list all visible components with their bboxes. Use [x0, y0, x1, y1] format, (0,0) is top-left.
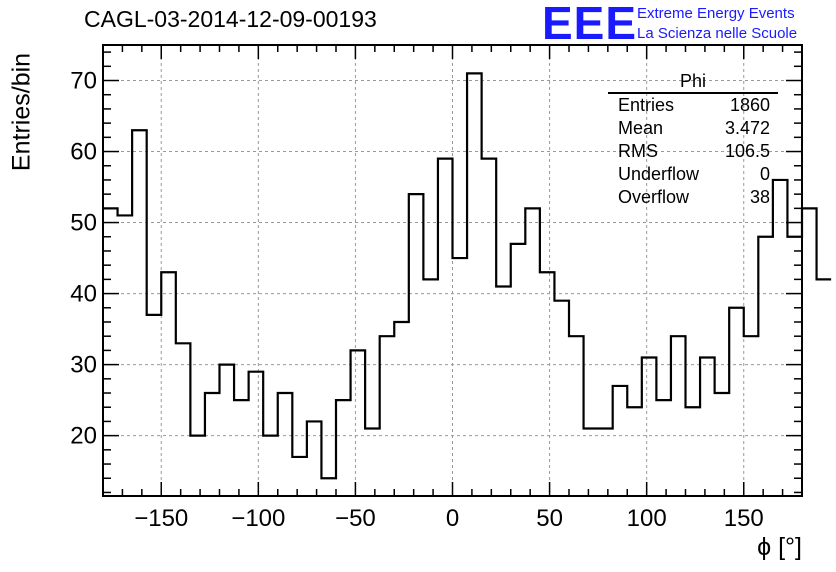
logo-line-1: Extreme Energy Events [637, 5, 795, 22]
stats-label: Entries [618, 95, 675, 115]
x-tick-label: 50 [536, 505, 563, 532]
stats-value: 38 [749, 187, 770, 207]
stats-row-overflow: Overflow 38 [608, 186, 778, 209]
stats-title: Phi [608, 72, 778, 94]
tick-labels: −150 −100 −50 0 50 100 150 20 30 40 50 60 70 [70, 68, 763, 532]
stats-label: Overflow [618, 187, 690, 207]
stats-value: 106.5 [724, 141, 770, 161]
y-axis-title: Entries/bin [7, 52, 36, 172]
stats-value: 1860 [729, 95, 770, 115]
stats-row-rms: RMS 106.5 [608, 140, 778, 163]
x-axis-title: ϕ [°] [757, 533, 802, 561]
x-tick-label: −100 [231, 505, 285, 532]
axis-ticks [103, 45, 802, 496]
eee-logo: EEE [542, 0, 638, 49]
stats-value: 0 [759, 164, 770, 184]
y-tick-label: 40 [70, 281, 97, 308]
stats-row-entries: Entries 1860 [608, 94, 778, 117]
y-tick-label: 20 [70, 423, 97, 450]
stats-row-underflow: Underflow 0 [608, 163, 778, 186]
y-tick-label: 60 [70, 139, 97, 166]
stats-box: Phi Entries 1860 Mean 3.472 RMS 106.5 Un… [608, 72, 778, 209]
x-tick-label: 150 [724, 505, 764, 532]
stats-label: RMS [618, 141, 658, 161]
x-tick-label: 0 [446, 505, 459, 532]
y-tick-label: 50 [70, 210, 97, 237]
y-tick-label: 30 [70, 352, 97, 379]
stats-label: Mean [618, 118, 664, 138]
logo-line-2: La Scienza nelle Scuole [637, 25, 798, 42]
x-tick-label: 100 [627, 505, 667, 532]
y-tick-label: 70 [70, 68, 97, 95]
page-title: CAGL-03-2014-12-09-00193 [84, 6, 377, 32]
stats-row-mean: Mean 3.472 [608, 117, 778, 140]
stats-label: Underflow [618, 164, 700, 184]
x-tick-label: −50 [335, 505, 376, 532]
x-tick-label: −150 [134, 505, 188, 532]
histogram-series-line [103, 72, 832, 480]
stats-value: 3.472 [724, 118, 770, 138]
